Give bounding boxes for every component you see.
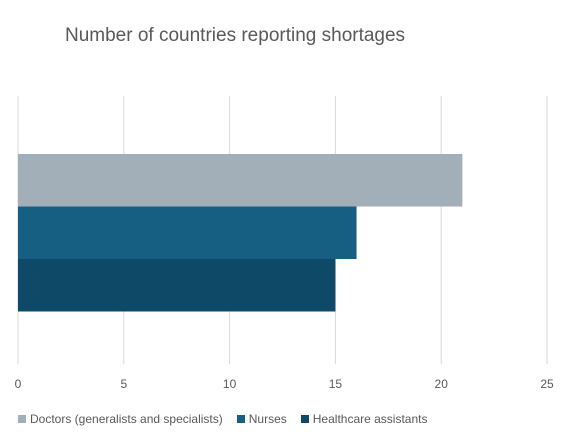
legend: Doctors (generalists and specialists) Nur… bbox=[18, 412, 442, 426]
bar-series-1 bbox=[18, 206, 357, 259]
legend-item-2: Healthcare assistants bbox=[300, 412, 428, 426]
x-axis-ticks: 0 5 10 15 20 25 bbox=[15, 377, 554, 391]
legend-item-1: Nurses bbox=[236, 412, 287, 426]
x-tick-label: 15 bbox=[329, 377, 343, 391]
bar-series-2 bbox=[18, 259, 336, 312]
x-tick-label: 0 bbox=[15, 377, 22, 391]
bars bbox=[18, 154, 463, 312]
x-tick-label: 20 bbox=[435, 377, 449, 391]
legend-swatch bbox=[18, 415, 26, 423]
legend-swatch bbox=[236, 415, 245, 423]
legend-item-0: Doctors (generalists and specialists) bbox=[18, 412, 223, 426]
bar-series-0 bbox=[18, 154, 463, 207]
legend-label: Healthcare assistants bbox=[312, 412, 428, 426]
legend-label: Nurses bbox=[248, 412, 287, 426]
legend-swatch bbox=[300, 415, 309, 423]
chart-title: Number of countries reporting shortages bbox=[65, 25, 406, 46]
legend-label: Doctors (generalists and specialists) bbox=[30, 412, 223, 426]
x-tick-label: 10 bbox=[223, 377, 237, 391]
x-tick-label: 5 bbox=[120, 377, 127, 391]
x-tick-label: 25 bbox=[540, 377, 554, 391]
